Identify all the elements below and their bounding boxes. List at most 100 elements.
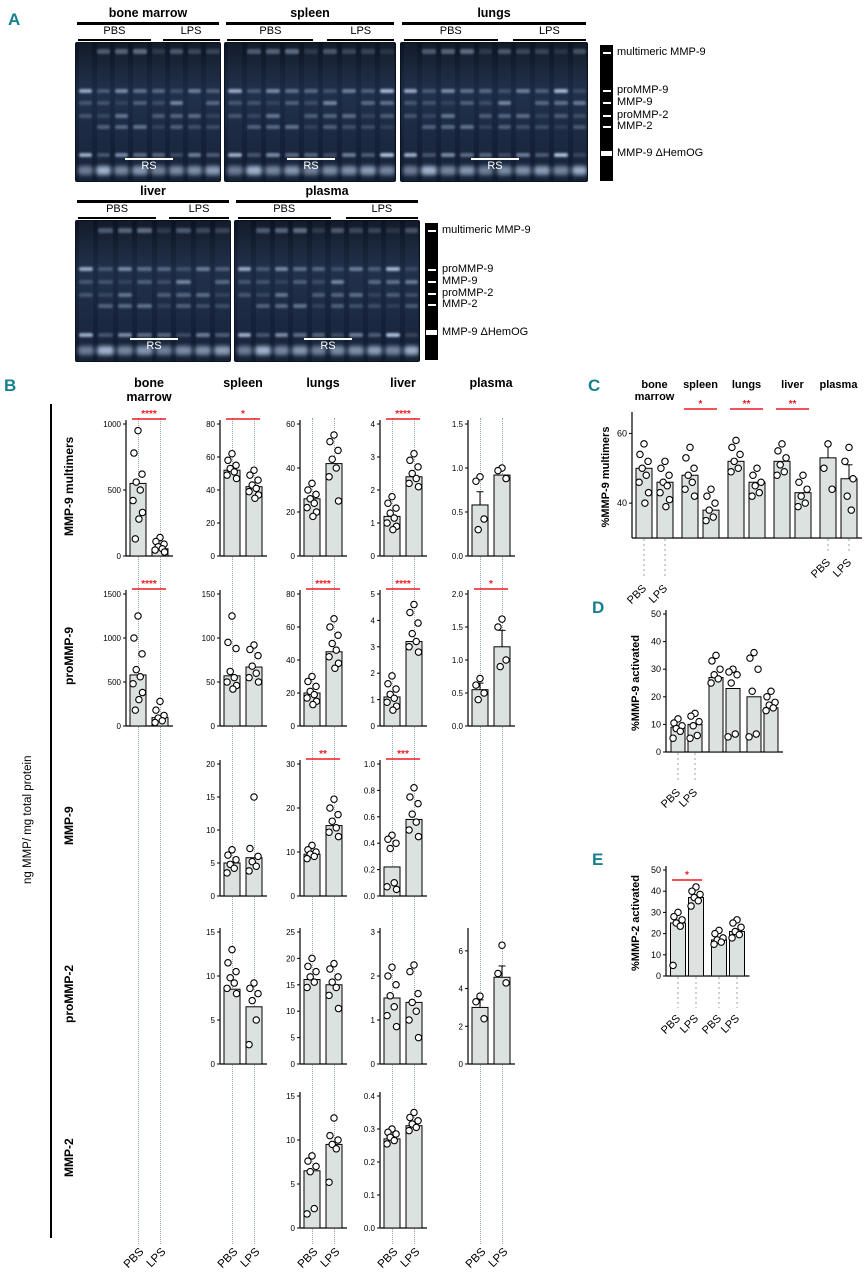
data-point <box>414 832 423 841</box>
gel-dye-front <box>440 166 456 176</box>
y-tick-label: 0.3 <box>364 1125 376 1134</box>
data-point <box>325 991 333 1000</box>
data-point <box>686 734 694 742</box>
y-tick-label: 1 <box>371 1016 376 1025</box>
data-point <box>228 612 236 620</box>
gel-band <box>115 88 129 93</box>
gel-dye-front <box>226 166 243 176</box>
y-tick-label: 80 <box>286 590 295 599</box>
condition-label: PBS <box>273 203 296 215</box>
gel-band <box>188 153 202 157</box>
data-point <box>384 680 392 688</box>
bar-pbs <box>223 469 241 557</box>
gel-dye-front <box>322 166 339 176</box>
leader-line <box>138 418 139 1244</box>
gel-band <box>274 304 289 309</box>
gel-band <box>227 101 242 106</box>
data-point <box>753 464 761 473</box>
data-point <box>661 457 669 466</box>
gel-band <box>265 49 280 55</box>
gel-dye-front <box>366 345 383 355</box>
gel-band <box>293 332 307 337</box>
data-point <box>384 835 392 843</box>
data-point <box>778 440 786 448</box>
data-point <box>232 967 240 976</box>
data-point <box>230 673 238 682</box>
gel-band <box>404 267 419 272</box>
condition-label: LPS <box>180 25 202 37</box>
gel-lane <box>188 43 202 181</box>
gel-band <box>323 153 338 157</box>
condition-rule <box>227 39 314 41</box>
gel-dye-front <box>95 166 111 176</box>
data-point <box>724 733 732 741</box>
gel-dye-front <box>348 345 364 355</box>
chart-%MMP-2 activated: *01020304050%MMP-2 activatedPBSLPSPBSLPS <box>630 865 750 1037</box>
chart-prommp9-spleen: 0 50 100 150 <box>202 590 267 731</box>
bar-pbs <box>819 457 837 539</box>
y-tick-label: 0 <box>211 892 216 901</box>
gel-band <box>137 332 152 337</box>
gel-band <box>256 267 270 272</box>
gel-lane <box>78 221 93 361</box>
gel-band <box>342 113 357 118</box>
y-tick-label: 80 <box>206 420 215 429</box>
gel-band <box>195 227 210 233</box>
marker-tick <box>427 304 436 307</box>
gel-band <box>274 292 289 297</box>
gel-lane <box>169 43 183 181</box>
gel-band <box>176 267 191 272</box>
y-tick-label: 2 <box>459 1022 464 1031</box>
gel-band <box>206 113 220 118</box>
significance-stars: **** <box>141 409 157 420</box>
data-point <box>392 885 401 894</box>
y-tick-label: 0.5 <box>452 508 464 517</box>
marker-bar: multimeric MMP-9 proMMP-9 MMP-9 proMMP-2 MMP… <box>425 223 531 360</box>
gel-band <box>176 332 191 337</box>
rs-label: RS <box>487 160 503 172</box>
gel-band <box>342 153 357 157</box>
data-point <box>414 1033 423 1042</box>
x-axis-label: LPS <box>678 1013 701 1036</box>
condition-rule <box>168 217 230 219</box>
data-point <box>328 639 336 648</box>
data-point <box>472 477 480 485</box>
data-point <box>303 694 311 702</box>
data-point <box>135 695 143 704</box>
bar-lps <box>794 492 812 539</box>
gel-lane <box>96 43 110 181</box>
gel-band <box>133 153 147 157</box>
group-header: bone <box>641 379 667 391</box>
gel-title: spleen <box>290 6 330 20</box>
data-point <box>414 463 422 471</box>
y-tick-label: 0.2 <box>364 1158 376 1167</box>
gel-band <box>284 125 299 129</box>
data-point <box>406 967 414 976</box>
gel-band <box>386 292 400 297</box>
gel-band <box>478 49 493 55</box>
gel-band <box>98 280 113 285</box>
data-point <box>151 718 159 727</box>
gel-band <box>151 113 165 118</box>
gel-band <box>361 125 376 129</box>
data-point <box>746 654 754 662</box>
y-tick-label: 0.1 <box>364 1191 376 1200</box>
marker-tick <box>602 125 611 128</box>
gel-band <box>137 267 152 272</box>
data-point <box>414 1116 422 1125</box>
data-point <box>707 485 715 493</box>
gel-dye-front <box>458 166 475 176</box>
data-point <box>390 514 398 522</box>
data-point <box>725 668 733 676</box>
rs-rule <box>130 338 178 340</box>
data-point <box>386 844 394 853</box>
data-point <box>152 706 160 714</box>
condition-rule <box>78 217 157 219</box>
data-point <box>828 485 836 493</box>
data-point <box>406 793 414 801</box>
data-point <box>151 546 159 554</box>
y-tick-label: 6 <box>459 947 464 956</box>
gel-lane <box>572 43 587 181</box>
gel-band <box>98 304 113 309</box>
data-point <box>476 674 484 683</box>
